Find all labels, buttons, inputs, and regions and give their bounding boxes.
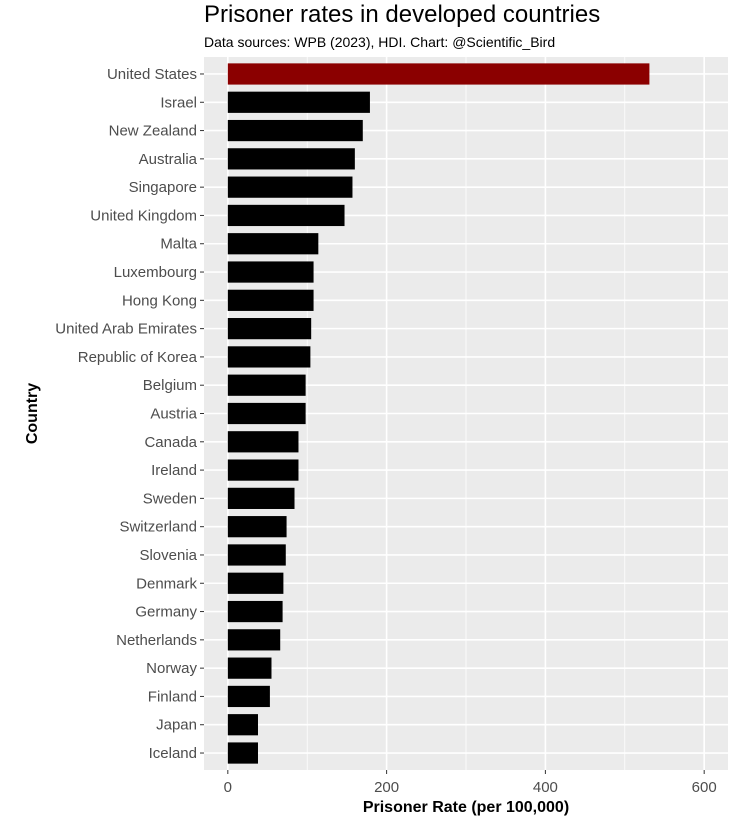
bar-malta: [227, 233, 319, 255]
bar-republic-of-korea: [227, 346, 311, 368]
bar-austria: [227, 402, 306, 425]
y-tick-label: Singapore: [129, 179, 197, 196]
bar-united-arab-emirates: [227, 318, 312, 340]
y-tick-label: Germany: [135, 604, 197, 621]
y-tick-label: Australia: [139, 151, 198, 168]
bar-new-zealand: [227, 119, 363, 142]
y-tick-label: Netherlands: [116, 632, 197, 649]
y-tick-label: Ireland: [151, 462, 197, 479]
bar-israel: [227, 91, 370, 113]
bar-switzerland: [227, 516, 287, 538]
y-tick-label: Denmark: [136, 575, 197, 592]
bar-denmark: [227, 572, 284, 594]
bar-slovenia: [227, 544, 286, 566]
bar-belgium: [227, 374, 306, 396]
x-tick-label: 600: [692, 779, 717, 796]
y-tick-label: Republic of Korea: [78, 349, 198, 366]
y-tick-label: Slovenia: [139, 547, 197, 564]
y-tick-label: Norway: [146, 660, 197, 677]
bar-netherlands: [227, 629, 281, 651]
y-tick-label: Finland: [148, 688, 197, 705]
y-tick-label: United Kingdom: [90, 207, 197, 224]
y-tick-label: Japan: [156, 717, 197, 734]
bar-united-states: [227, 63, 650, 85]
bar-singapore: [227, 176, 353, 198]
bar-australia: [227, 148, 355, 170]
bar-iceland: [227, 742, 258, 764]
y-axis-title: Country: [24, 383, 41, 444]
bar-canada: [227, 431, 299, 453]
x-tick-label: 400: [533, 779, 558, 796]
y-tick-label: United States: [107, 66, 197, 83]
x-tick-label: 0: [224, 779, 232, 796]
y-tick-label: Luxembourg: [114, 264, 197, 281]
bar-luxembourg: [227, 261, 314, 283]
bars: [227, 63, 650, 764]
y-tick-label: New Zealand: [109, 123, 197, 140]
y-tick-label: Switzerland: [119, 519, 197, 536]
x-axis-ticks: 0 200 400 600: [224, 770, 717, 796]
bar-ireland: [227, 459, 299, 481]
y-axis-ticks: United States Israel New Zealand Australia S…: [55, 66, 204, 762]
y-tick-label: Malta: [160, 236, 197, 253]
bar-united-kingdom: [227, 204, 345, 227]
y-tick-label: United Arab Emirates: [55, 321, 197, 338]
chart-subtitle: Data sources: WPB (2023), HDI. Chart: @S…: [204, 34, 556, 50]
bar-norway: [227, 657, 272, 679]
chart-title: Prisoner rates in developed countries: [204, 1, 601, 28]
y-tick-label: Canada: [144, 434, 197, 451]
bar-japan: [227, 714, 258, 736]
y-tick-label: Hong Kong: [122, 292, 197, 309]
x-axis-title: Prisoner Rate (per 100,000): [363, 799, 569, 816]
y-tick-label: Israel: [160, 94, 197, 111]
bar-sweden: [227, 487, 295, 509]
x-tick-label: 200: [374, 779, 399, 796]
y-tick-label: Belgium: [143, 377, 197, 394]
bar-finland: [227, 685, 270, 708]
bar-hong-kong: [227, 289, 314, 311]
bar-germany: [227, 600, 283, 623]
y-tick-label: Austria: [150, 406, 197, 423]
y-tick-label: Iceland: [149, 745, 197, 762]
y-tick-label: Sweden: [143, 490, 197, 507]
